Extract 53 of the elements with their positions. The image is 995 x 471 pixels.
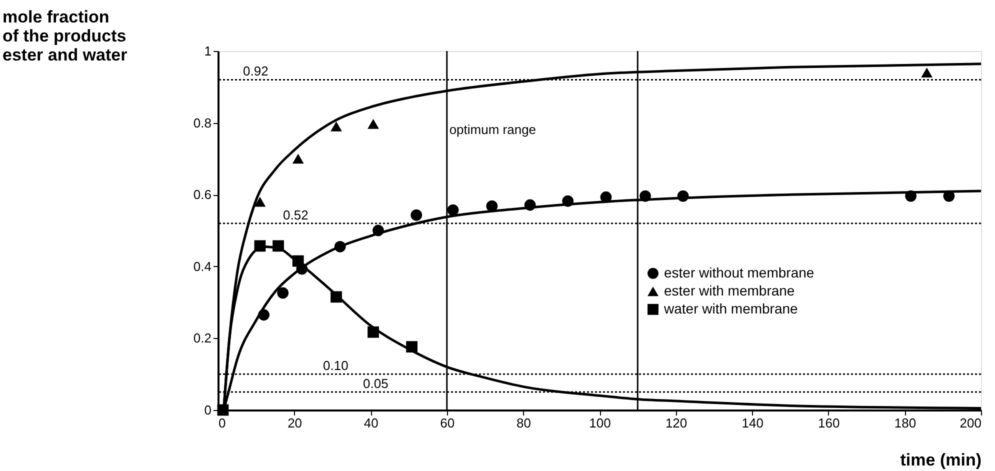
x-tick-label: 160 bbox=[818, 416, 840, 430]
y-tick-label: 0 bbox=[204, 402, 212, 418]
point bbox=[562, 195, 574, 207]
x-tick-label: 20 bbox=[288, 416, 302, 430]
point bbox=[524, 199, 536, 211]
x-tick-label: 80 bbox=[516, 416, 531, 430]
y-tick-label: 1 bbox=[204, 44, 212, 58]
point bbox=[600, 191, 612, 203]
x-tick-label: 180 bbox=[894, 416, 916, 430]
point bbox=[272, 240, 284, 252]
x-tick-label: 100 bbox=[589, 416, 611, 430]
y-tick-label: 0.4 bbox=[193, 258, 212, 274]
point bbox=[640, 190, 651, 202]
y-tick-label: 0.6 bbox=[193, 187, 212, 202]
point bbox=[372, 224, 384, 236]
ref-line-label: 0.10 bbox=[323, 358, 348, 374]
ref-line-label: 0.52 bbox=[283, 207, 308, 222]
point bbox=[447, 204, 459, 216]
point bbox=[368, 326, 379, 338]
point bbox=[292, 255, 304, 267]
x-tick-label: 120 bbox=[665, 416, 688, 430]
point bbox=[254, 196, 266, 207]
x-tick-label: 40 bbox=[364, 416, 378, 430]
legend-label: ester with membrane bbox=[664, 282, 795, 298]
x-tick-label: 60 bbox=[440, 416, 455, 430]
point bbox=[254, 240, 266, 252]
point bbox=[921, 68, 933, 78]
ref-line-label: 0.92 bbox=[243, 64, 268, 79]
point bbox=[258, 309, 270, 321]
x-axis-title: time (min) bbox=[900, 450, 982, 470]
legend-label: water with membrane bbox=[663, 300, 798, 316]
x-tick-label: 0 bbox=[218, 416, 226, 430]
point bbox=[677, 190, 689, 202]
point bbox=[277, 287, 289, 299]
point bbox=[330, 291, 342, 303]
y-tick-label: 0.2 bbox=[193, 330, 212, 346]
ref-line-label: 0.05 bbox=[363, 376, 388, 392]
y-axis-title: mole fraction of the products ester and water bbox=[2, 8, 128, 64]
point bbox=[406, 341, 418, 353]
point bbox=[486, 200, 498, 212]
point bbox=[292, 154, 304, 164]
annotation: optimum range bbox=[449, 122, 536, 137]
point bbox=[334, 240, 346, 252]
point bbox=[217, 404, 229, 416]
point bbox=[368, 118, 379, 129]
y-tick-label: 0.8 bbox=[193, 115, 212, 130]
legend-label: ester without membrane bbox=[664, 264, 814, 280]
point bbox=[943, 190, 955, 202]
point bbox=[330, 121, 342, 132]
x-tick-label: 200 bbox=[960, 416, 982, 430]
x-tick-label: 140 bbox=[742, 416, 764, 430]
point bbox=[905, 190, 917, 202]
point bbox=[410, 209, 422, 221]
